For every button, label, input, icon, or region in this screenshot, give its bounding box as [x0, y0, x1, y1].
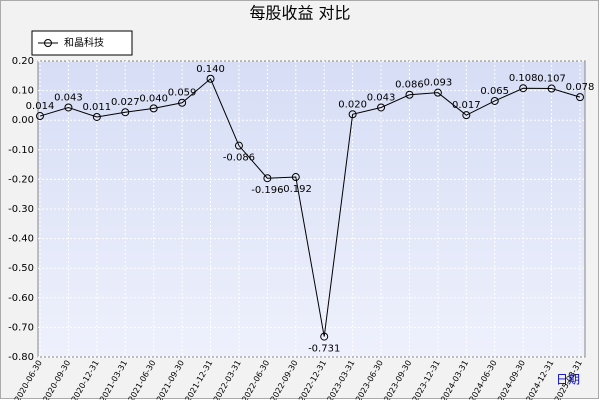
- data-label: -0.731: [308, 344, 340, 355]
- data-point: [576, 93, 584, 102]
- data-label: 0.014: [26, 101, 55, 112]
- legend: [31, 30, 133, 56]
- y-tick-label: -0.80: [8, 352, 34, 363]
- data-point: [320, 332, 329, 341]
- data-label: -0.086: [223, 153, 255, 164]
- data-point: [178, 98, 187, 107]
- data-point: [121, 108, 130, 117]
- y-tick-label: -0.10: [8, 145, 34, 156]
- data-label: 0.059: [168, 88, 197, 99]
- data-label: 0.020: [338, 99, 367, 110]
- data-point: [92, 112, 101, 121]
- series-line: [39, 77, 581, 337]
- data-label: 0.107: [537, 74, 566, 85]
- data-label: 0.040: [139, 93, 168, 104]
- data-point: [519, 84, 528, 93]
- y-tick-label: -0.50: [8, 263, 34, 274]
- data-point: [234, 141, 243, 150]
- data-label: 0.140: [196, 64, 225, 75]
- data-point: [462, 111, 471, 120]
- data-label: 0.086: [395, 80, 424, 91]
- y-tick-label: -0.70: [8, 322, 34, 333]
- x-axis-label: 日期: [556, 373, 580, 387]
- data-label: 0.093: [424, 78, 453, 89]
- data-label: 0.078: [566, 82, 595, 93]
- data-point: [291, 173, 300, 182]
- data-point: [206, 74, 215, 83]
- chart-title: 每股收益 对比: [249, 4, 350, 23]
- data-label: 0.043: [54, 92, 83, 103]
- data-label: 0.043: [367, 92, 396, 103]
- data-label: 0.017: [452, 100, 481, 111]
- data-label: -0.192: [280, 184, 312, 195]
- data-label: -0.196: [251, 185, 283, 196]
- data-label: 0.027: [111, 97, 140, 108]
- data-point: [149, 104, 158, 113]
- data-point: [64, 103, 73, 112]
- y-tick-label: -0.30: [8, 204, 34, 215]
- y-tick-label: 0.00: [12, 115, 34, 126]
- y-tick-label: -0.60: [8, 293, 34, 304]
- y-tick-label: -0.20: [8, 174, 34, 185]
- legend-marker: [44, 39, 52, 47]
- data-point: [348, 110, 357, 119]
- y-tick-label: -0.40: [8, 234, 34, 245]
- data-point: [490, 96, 499, 105]
- data-point: [433, 88, 442, 97]
- y-tick-label: 0.10: [12, 86, 34, 97]
- y-tick-label: 0.20: [12, 56, 34, 67]
- legend-label: 和晶科技: [64, 36, 104, 49]
- data-label: 0.011: [83, 102, 112, 113]
- data-point: [377, 103, 386, 112]
- data-label: 0.065: [480, 86, 509, 97]
- data-point: [36, 112, 44, 121]
- data-point: [405, 90, 414, 99]
- data-label: 0.108: [509, 73, 538, 84]
- data-point: [547, 84, 556, 93]
- data-point: [263, 174, 272, 183]
